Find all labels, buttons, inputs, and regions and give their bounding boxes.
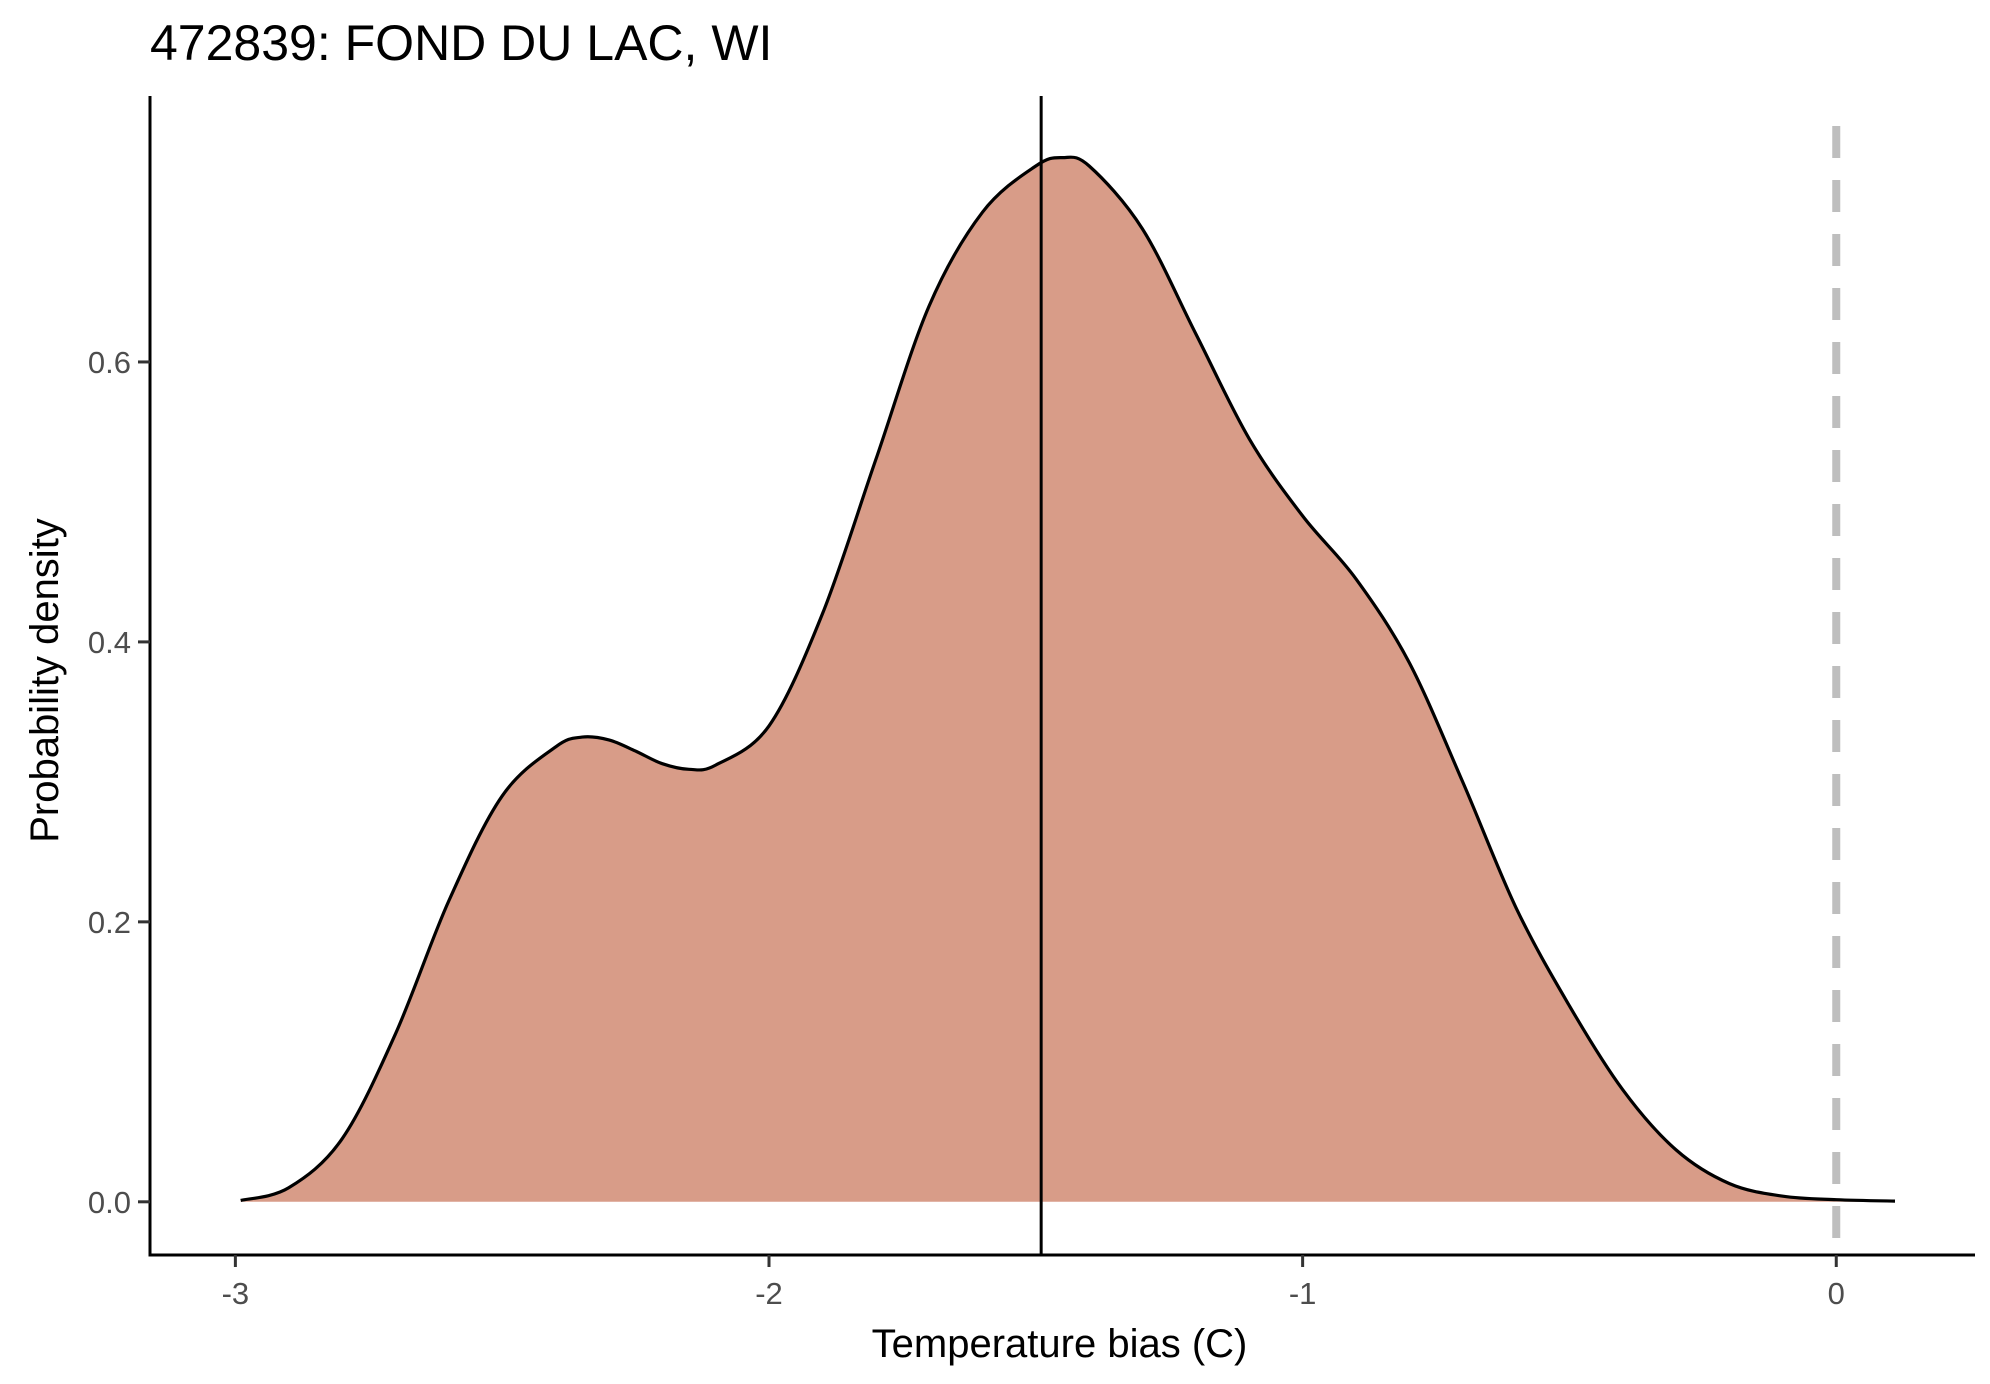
x-tick-label: -2 [755, 1276, 783, 1311]
x-axis-label: Temperature bias (C) [872, 1322, 1248, 1366]
y-tick-label: 0.0 [88, 1185, 131, 1220]
x-axis-ticks: -3 -2 -1 0 [222, 1255, 1845, 1311]
density-curve-line [240, 155, 1896, 1203]
y-tick-label: 0.4 [88, 625, 131, 660]
y-tick-label: 0.6 [88, 345, 131, 380]
chart-title: 472839: FOND DU LAC, WI [150, 15, 772, 71]
density-fill-area [240, 157, 1896, 1202]
x-tick-label: -3 [222, 1276, 250, 1311]
y-tick-label: 0.2 [88, 905, 131, 940]
y-axis-label: Probability density [23, 518, 67, 843]
plot-area [240, 96, 1896, 1255]
x-tick-label: 0 [1828, 1276, 1845, 1311]
x-tick-label: -1 [1289, 1276, 1317, 1311]
axes: -3 -2 -1 0 0.0 0.2 0.4 0.6 [88, 96, 1975, 1311]
y-axis-ticks: 0.0 0.2 0.4 0.6 [88, 345, 150, 1220]
